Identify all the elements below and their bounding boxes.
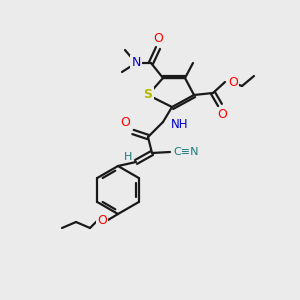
Text: S: S (143, 88, 152, 101)
Text: N: N (131, 56, 141, 70)
Text: O: O (97, 214, 107, 226)
Text: C≡N: C≡N (173, 147, 199, 157)
Text: NH: NH (171, 118, 188, 131)
Text: O: O (228, 76, 238, 88)
Text: O: O (153, 32, 163, 45)
Text: O: O (120, 116, 130, 129)
Text: O: O (217, 108, 227, 121)
Text: H: H (124, 152, 132, 162)
